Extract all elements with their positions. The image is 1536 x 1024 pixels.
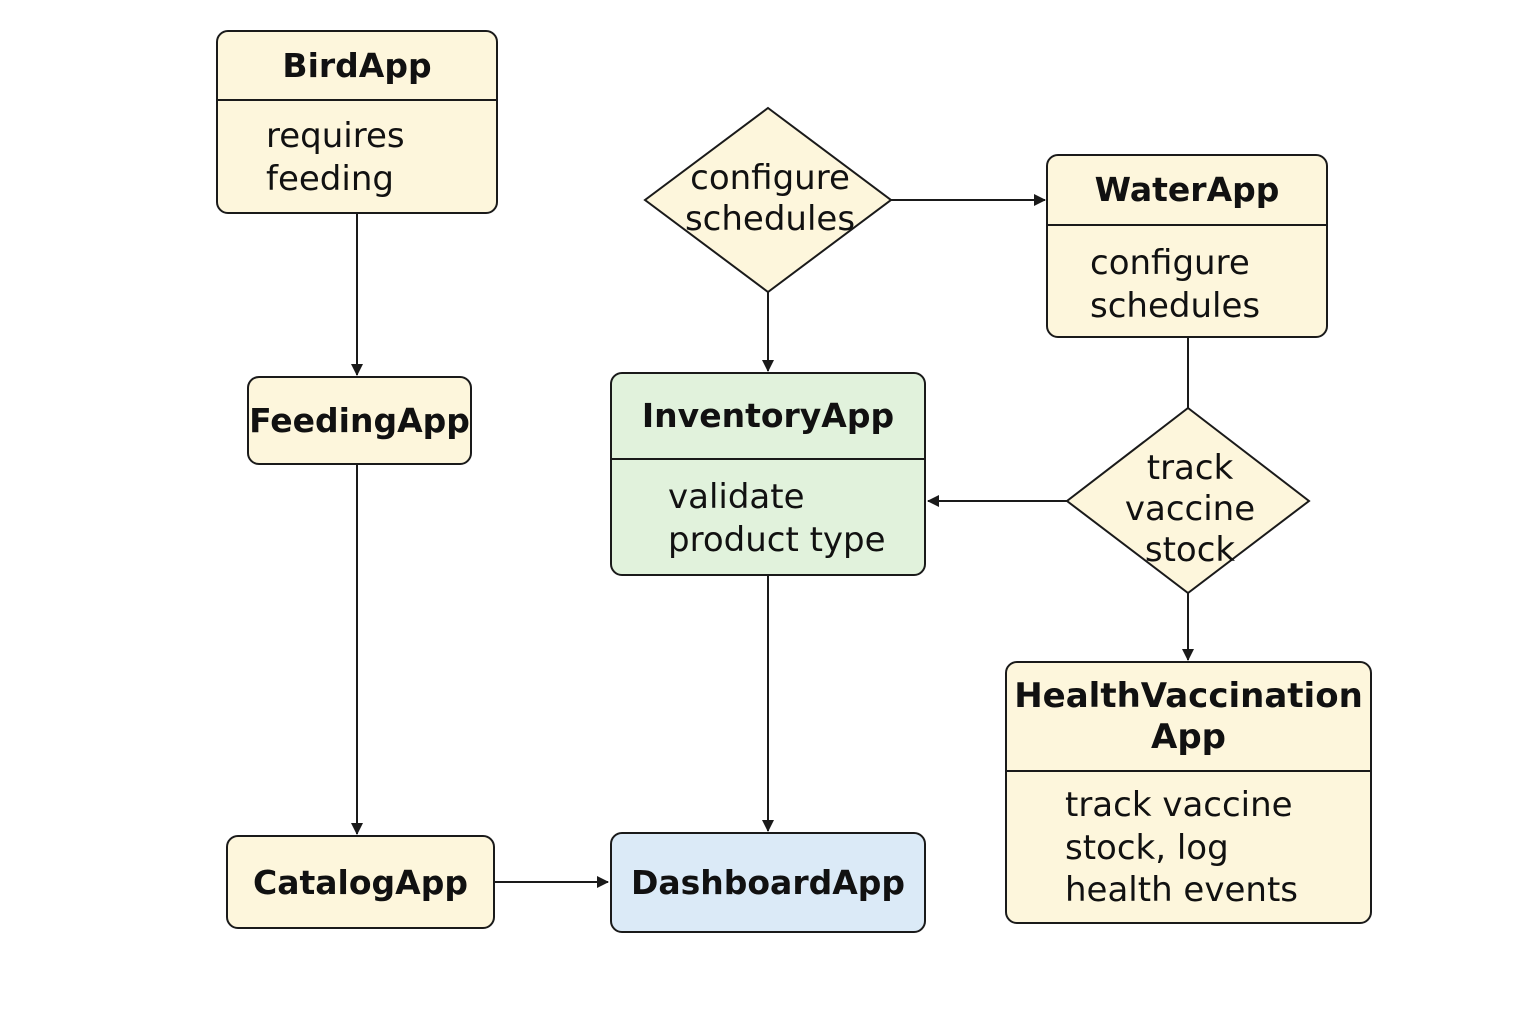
node-inventory-app-body: validate product type <box>668 477 886 560</box>
node-health-vaccination-app[interactable]: HealthVaccination App track vaccine stoc… <box>1005 661 1372 924</box>
node-bird-app-body: requires feeding <box>266 116 405 199</box>
node-dashboard-app[interactable]: DashboardApp <box>610 832 926 933</box>
node-bird-app-title: BirdApp <box>218 32 496 101</box>
node-water-app[interactable]: WaterApp configure schedules <box>1046 154 1328 338</box>
decision-configure-schedules-label: configure schedules <box>684 158 856 239</box>
node-inventory-app-title: InventoryApp <box>612 374 924 460</box>
decision-track-vaccine-stock-label: track vaccine stock <box>1124 448 1256 570</box>
node-health-vaccination-app-body: track vaccine stock, log health events <box>1065 785 1298 910</box>
node-feeding-app-title: FeedingApp <box>249 401 470 440</box>
node-catalog-app-title: CatalogApp <box>253 862 468 902</box>
node-health-vaccination-app-title: HealthVaccination App <box>1007 663 1370 772</box>
node-dashboard-app-title: DashboardApp <box>630 863 906 902</box>
node-catalog-app[interactable]: CatalogApp <box>226 835 495 929</box>
decision-configure-schedules-shape <box>643 106 893 294</box>
node-feeding-app[interactable]: FeedingApp <box>247 376 472 465</box>
decision-track-vaccine-stock-shape <box>1065 406 1311 595</box>
node-water-app-title: WaterApp <box>1048 156 1326 226</box>
node-bird-app[interactable]: BirdApp requires feeding <box>216 30 498 214</box>
node-water-app-body: configure schedules <box>1090 243 1261 326</box>
node-inventory-app[interactable]: InventoryApp validate product type <box>610 372 926 576</box>
